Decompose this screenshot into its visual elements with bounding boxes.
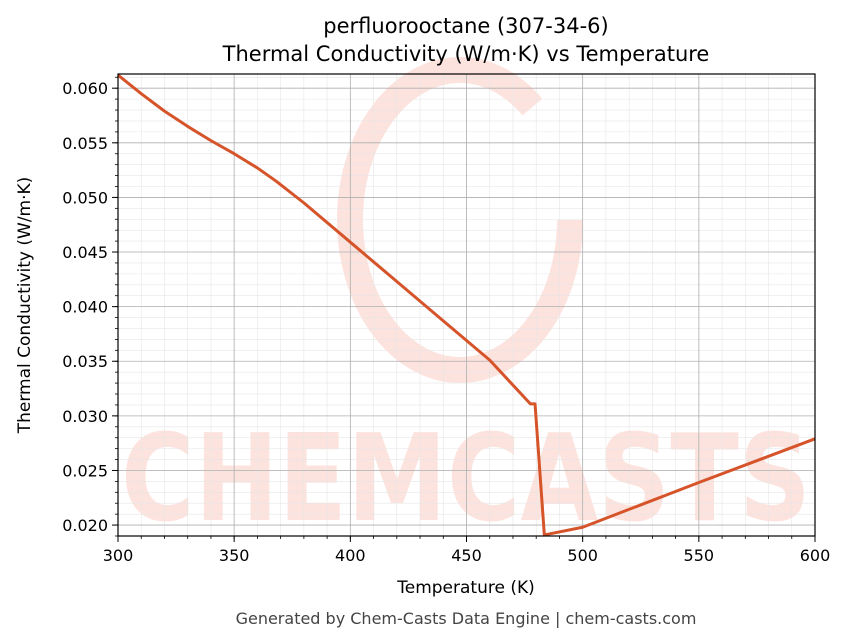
y-tick-label: 0.030 [62,407,108,426]
watermark-text: CHEMCASTS [121,410,811,549]
x-axis-label: Temperature (K) [396,578,535,598]
chart-title: perfluorooctane (307-34-6) [323,14,608,38]
x-tick-label: 350 [219,546,250,565]
y-tick-label: 0.035 [62,352,108,371]
x-tick-label: 450 [451,546,482,565]
footer-text: Generated by Chem-Casts Data Engine | ch… [236,609,697,628]
y-tick-label: 0.055 [62,134,108,153]
y-tick-label: 0.045 [62,243,108,262]
y-tick-label: 0.050 [62,188,108,207]
y-tick-labels: 0.020 0.025 0.030 0.035 0.040 0.045 0.050 0.055… [62,79,108,535]
x-tick-label: 550 [684,546,715,565]
y-axis-label: Thermal Conductivity (W/m·K) [15,177,35,435]
y-tick-label: 0.020 [62,516,108,535]
x-tick-label: 400 [335,546,366,565]
x-tick-label: 600 [800,546,831,565]
series-line [117,73,816,537]
x-tick-label: 300 [103,546,134,565]
watermark-swirl [337,57,583,383]
x-tick-label: 500 [567,546,598,565]
x-tick-labels: 300 350 400 450 500 550 600 [103,546,831,565]
y-tick-label: 0.060 [62,79,108,98]
watermark: CHEMCASTS [121,57,811,549]
y-tick-label: 0.025 [62,461,108,480]
chart-subtitle: Thermal Conductivity (W/m·K) vs Temperat… [222,42,710,66]
y-tick-label: 0.040 [62,298,108,317]
ticks [112,76,816,542]
